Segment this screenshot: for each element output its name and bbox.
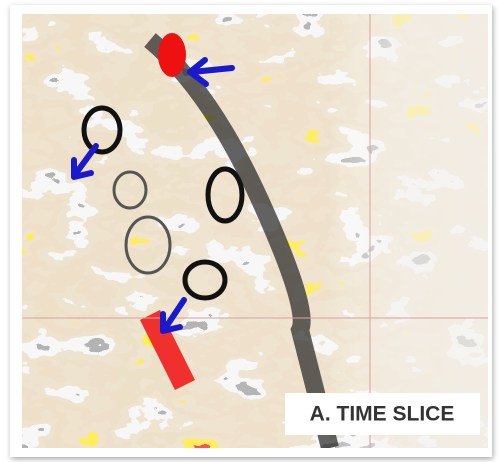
page: A. TIME SLICE (() => { const data = JSON… bbox=[0, 0, 499, 462]
fade bbox=[22, 14, 488, 448]
seismic-image bbox=[22, 14, 488, 448]
red-anomaly bbox=[158, 33, 186, 77]
screenshot: A. TIME SLICE bbox=[0, 0, 499, 462]
slice-label: A. TIME SLICE bbox=[310, 403, 455, 426]
